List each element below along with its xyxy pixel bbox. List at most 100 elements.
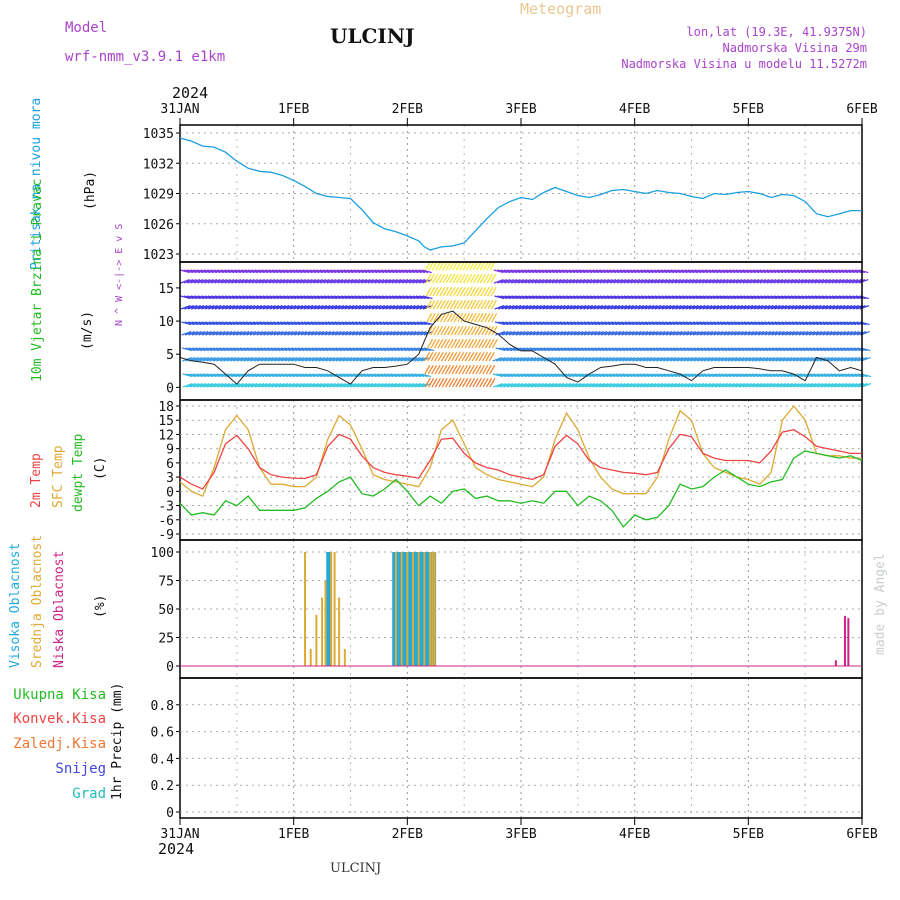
wind-barb xyxy=(554,269,565,274)
wind-barb xyxy=(209,373,220,378)
wind-barb xyxy=(589,279,600,284)
wind-barb xyxy=(196,383,207,388)
wind-barb xyxy=(545,295,556,300)
wind-barb xyxy=(369,347,380,352)
wind-barb xyxy=(635,347,646,352)
wind-barb xyxy=(461,339,468,349)
wind-barb xyxy=(731,357,741,362)
wind-barb xyxy=(234,279,245,284)
wind-barb xyxy=(357,279,368,284)
wind-barb xyxy=(663,383,674,388)
wind-barb xyxy=(721,373,732,378)
wind-barb xyxy=(284,373,295,378)
wind-barb xyxy=(449,274,456,284)
wind-barb xyxy=(584,373,595,378)
wind-barb xyxy=(696,321,707,326)
wind-barb xyxy=(641,321,652,326)
wind-barb xyxy=(750,305,761,310)
wind-barb xyxy=(326,383,336,388)
wind-barb xyxy=(801,305,812,310)
wind-barb xyxy=(852,321,863,326)
temp2m-line xyxy=(179,429,862,490)
wind-barb xyxy=(454,352,461,362)
wind-barb xyxy=(619,383,630,388)
wind-barb xyxy=(769,383,780,388)
wind-barb xyxy=(822,347,833,352)
wind-barb xyxy=(222,321,233,326)
wind-barb xyxy=(321,357,332,362)
wind-barb xyxy=(429,300,436,310)
wind-barb xyxy=(338,321,349,326)
wind-barb xyxy=(531,269,542,274)
wind-barb xyxy=(627,295,638,300)
wind-barb xyxy=(838,295,849,300)
wind-barb xyxy=(398,279,409,284)
wind-barb xyxy=(716,331,727,336)
wind-barb xyxy=(296,305,307,310)
wind-barb xyxy=(752,373,763,378)
wind-barb xyxy=(649,373,660,378)
wind-barb xyxy=(207,279,218,284)
wind-barb xyxy=(790,269,801,274)
wind-barb xyxy=(657,269,668,274)
wind-barb xyxy=(375,305,385,310)
wind-barb xyxy=(471,352,478,362)
wind-barb xyxy=(733,331,744,336)
wind-barb xyxy=(281,357,291,362)
wind-barb xyxy=(244,279,255,284)
wind-barb xyxy=(336,269,347,274)
wind-barb xyxy=(378,321,389,326)
wind-barb xyxy=(726,295,737,300)
wind-barb xyxy=(516,357,527,362)
wind-barb xyxy=(761,357,772,362)
wind-barb xyxy=(407,383,418,388)
wind-barb xyxy=(325,347,336,352)
wind-barb xyxy=(814,295,825,300)
wind-barb xyxy=(228,305,239,310)
wind-barb xyxy=(345,331,355,336)
y-tick-label: 5 xyxy=(166,348,174,363)
wind-barb xyxy=(628,357,639,362)
wind-barb xyxy=(702,295,713,300)
wind-barb xyxy=(586,295,597,300)
wind-barb xyxy=(347,305,358,310)
wind-barb xyxy=(327,321,338,326)
wind-barb xyxy=(629,373,640,378)
wind-barb xyxy=(370,383,381,388)
wind-barb xyxy=(761,331,772,336)
wind-barb xyxy=(651,305,662,310)
wind-barb xyxy=(789,383,800,388)
wind-barb xyxy=(719,295,730,300)
wind-barb xyxy=(662,321,672,326)
wind-barb xyxy=(666,347,677,352)
cloud-bar xyxy=(326,552,330,666)
wind-barb xyxy=(565,279,576,284)
wind-barb xyxy=(773,269,784,274)
wind-barb xyxy=(786,383,797,388)
wind-barb xyxy=(576,305,587,310)
wind-barb xyxy=(278,373,289,378)
wind-barb xyxy=(256,347,267,352)
wind-barb xyxy=(423,352,431,362)
wind-barb xyxy=(385,305,396,310)
wind-barb xyxy=(564,357,574,362)
wind-barb xyxy=(568,269,579,274)
wind-barb xyxy=(348,347,359,352)
wind-barb xyxy=(798,321,809,326)
wind-barb xyxy=(530,373,541,378)
wind-barb xyxy=(192,347,203,352)
wind-barb xyxy=(231,295,242,300)
wind-barb xyxy=(712,279,722,284)
wind-barb xyxy=(852,295,863,300)
wind-barb xyxy=(209,357,220,362)
wind-barb xyxy=(787,279,797,284)
wind-barb xyxy=(230,383,241,388)
wind-barb xyxy=(710,347,721,352)
wind-barb xyxy=(732,279,743,284)
wind-barb xyxy=(787,305,798,310)
wind-barb xyxy=(285,269,296,274)
wind-barb xyxy=(567,357,578,362)
wind-barb xyxy=(344,321,355,326)
wind-barb xyxy=(382,321,393,326)
wind-barb xyxy=(341,321,352,326)
